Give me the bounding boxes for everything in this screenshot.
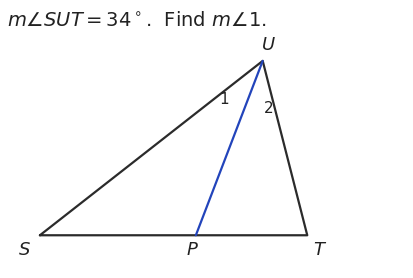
Text: $S$: $S$ bbox=[18, 241, 31, 259]
Text: $1$: $1$ bbox=[218, 91, 229, 107]
Text: $U$: $U$ bbox=[261, 36, 275, 54]
Text: $P$: $P$ bbox=[186, 241, 199, 259]
Text: $2$: $2$ bbox=[262, 100, 273, 116]
Text: $m\angle SUT = 34^\circ$.  Find $m\angle 1$.: $m\angle SUT = 34^\circ$. Find $m\angle … bbox=[7, 11, 266, 30]
Text: $T$: $T$ bbox=[313, 241, 327, 259]
